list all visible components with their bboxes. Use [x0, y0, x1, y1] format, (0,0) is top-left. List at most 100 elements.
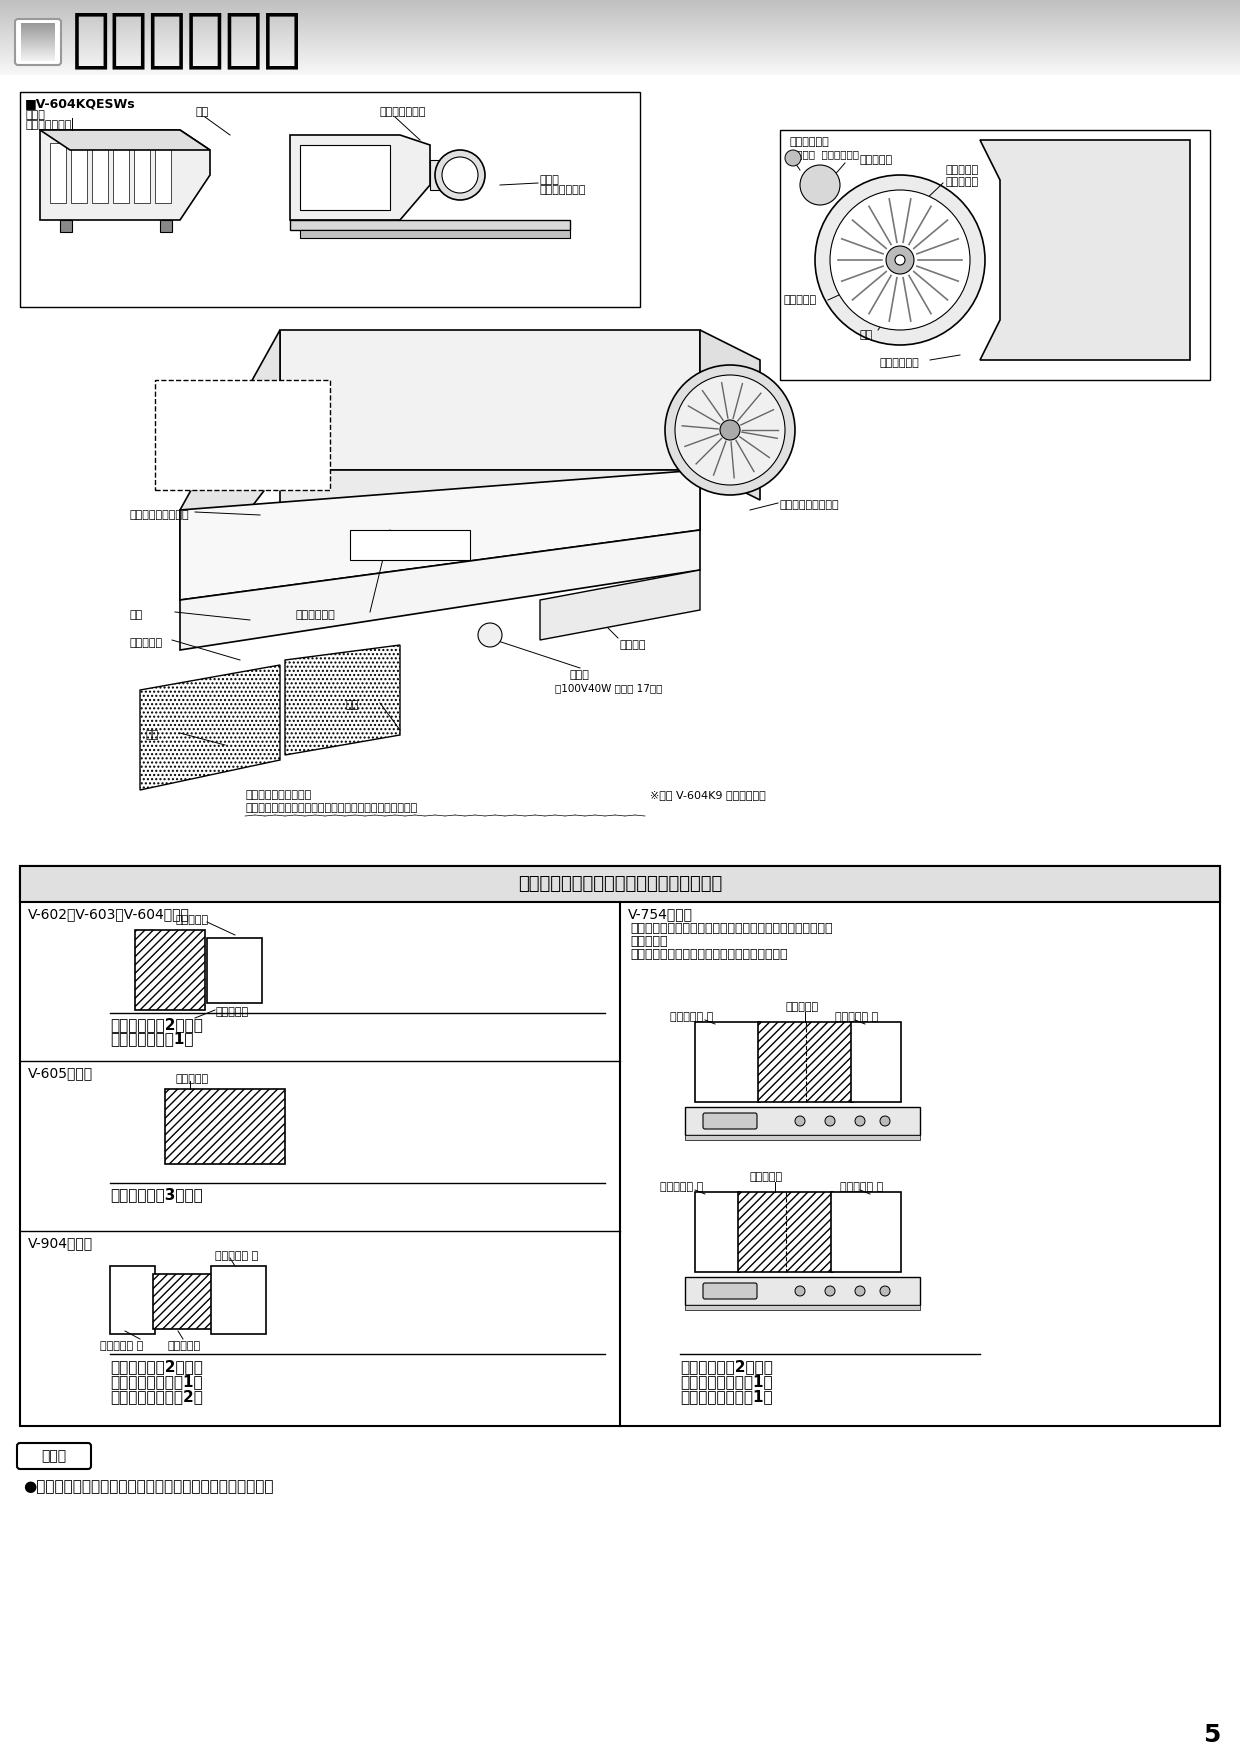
Bar [684, 1135, 920, 1140]
Polygon shape [280, 330, 701, 470]
Text: ベルマウス: ベルマウス [782, 295, 816, 305]
Text: 羽根: 羽根 [861, 330, 873, 340]
Bar [160, 219, 172, 232]
Polygon shape [40, 130, 210, 151]
Text: フィルター: フィルター [175, 1073, 208, 1084]
Polygon shape [980, 140, 1190, 360]
Circle shape [856, 1286, 866, 1296]
Text: スイッチパネル: スイッチパネル [172, 426, 218, 437]
Bar [780, 130, 1210, 381]
Bar [20, 866, 1220, 902]
Circle shape [825, 1286, 835, 1296]
Text: フィルター　2セット: フィルター 2セット [110, 1017, 203, 1031]
Bar [350, 530, 470, 560]
Text: バッフル板 大: バッフル板 大 [215, 1251, 258, 1261]
Text: ファンケース: ファンケース [880, 358, 920, 368]
Text: バッフル板　　大1枚: バッフル板 大1枚 [680, 1373, 773, 1389]
Circle shape [795, 1286, 805, 1296]
Circle shape [856, 1116, 866, 1126]
Polygon shape [290, 219, 570, 230]
Text: ちょうボルト: ちょうボルト [790, 137, 830, 147]
Polygon shape [140, 665, 280, 789]
Bar [831, 1193, 901, 1272]
Circle shape [720, 419, 740, 440]
Bar [300, 230, 570, 239]
Text: 本体（ケーシング）: 本体（ケーシング） [780, 500, 839, 510]
Polygon shape [290, 135, 430, 219]
Text: フィルター: フィルター [785, 1002, 818, 1012]
Text: （100V40W 口金径 17㎜）: （100V40W 口金径 17㎜） [556, 682, 662, 693]
Bar [211, 1266, 267, 1335]
Bar [71, 144, 87, 203]
Text: ●フィルターとバッフル板の据付位置を確認してください。: ●フィルターとバッフル板の据付位置を確認してください。 [24, 1479, 274, 1494]
Circle shape [477, 623, 502, 647]
Bar [113, 144, 129, 203]
Bar [110, 1266, 155, 1335]
Circle shape [880, 1286, 890, 1296]
Bar [684, 1107, 920, 1135]
Text: バッフル板（穴なし）: バッフル板（穴なし） [246, 789, 311, 800]
Text: バッフル板 大: バッフル板 大 [670, 1012, 713, 1023]
Text: 取手: 取手 [345, 700, 358, 710]
Bar [694, 1023, 760, 1102]
Bar [50, 144, 66, 203]
Circle shape [880, 1116, 890, 1126]
Bar [20, 866, 1220, 1426]
Text: まわり止め: まわり止め [945, 165, 978, 175]
Text: ワッシャー: ワッシャー [945, 177, 978, 188]
Text: お願い: お願い [41, 1449, 67, 1463]
Circle shape [665, 365, 795, 495]
Bar [684, 1277, 920, 1305]
Bar [758, 1023, 853, 1102]
Polygon shape [280, 470, 701, 530]
Text: フィルター　2セット: フィルター 2セット [680, 1359, 773, 1373]
Polygon shape [40, 130, 210, 219]
Text: V-904タイプ: V-904タイプ [29, 1237, 93, 1251]
Text: バッフル板　　大1枚: バッフル板 大1枚 [110, 1373, 202, 1389]
Text: 小2枚: 小2枚 [110, 1389, 203, 1403]
Text: 油受け部: 油受け部 [620, 640, 646, 651]
Bar [20, 91, 640, 307]
Bar [155, 144, 171, 203]
Bar [134, 144, 150, 203]
Text: 風量切換スイッチ: 風量切換スイッチ [185, 412, 238, 423]
Text: バッフル板 大: バッフル板 大 [839, 1182, 883, 1193]
Text: （中央部に取付けないと油煙等の捕集効果を損ないます）: （中央部に取付けないと油煙等の捕集効果を損ないます） [246, 803, 417, 814]
Text: ガスコンロの位置に合わせてバッフル板小の位置を変更して: ガスコンロの位置に合わせてバッフル板小の位置を変更して [630, 923, 832, 935]
Text: ランプカバー: ランプカバー [295, 610, 335, 619]
Bar [135, 930, 205, 1010]
Text: 横板: 横板 [195, 107, 208, 118]
Text: （前面パネル）: （前面パネル） [539, 184, 587, 195]
Bar [430, 160, 460, 189]
Text: バッフル板 小: バッフル板 小 [835, 1012, 878, 1023]
Text: （前面パネル）: （前面パネル） [25, 119, 72, 130]
Circle shape [785, 151, 801, 167]
Text: 銘板: 銘板 [130, 610, 144, 619]
Text: フィルター: フィルター [750, 1172, 784, 1182]
Bar [60, 219, 72, 232]
Text: ランプ: ランプ [570, 670, 590, 681]
Text: バッフル板 小: バッフル板 小 [660, 1182, 703, 1193]
Text: ■V-604KQESWs: ■V-604KQESWs [25, 96, 135, 111]
Text: スピンナー: スピンナー [861, 154, 893, 165]
FancyBboxPatch shape [703, 1114, 756, 1130]
Text: 給気チャンバー: 給気チャンバー [379, 107, 427, 118]
Text: 小1枚: 小1枚 [680, 1389, 773, 1403]
Text: 前パネル（フード）: 前パネル（フード） [130, 510, 190, 519]
Bar [694, 1193, 740, 1272]
Text: バッフル板 小: バッフル板 小 [100, 1342, 144, 1351]
Circle shape [800, 165, 839, 205]
Circle shape [815, 175, 985, 346]
Text: V-602・V-603・V-604タイプ: V-602・V-603・V-604タイプ [29, 907, 190, 921]
FancyBboxPatch shape [15, 19, 61, 65]
Bar [684, 1305, 920, 1310]
Text: V-605タイプ: V-605タイプ [29, 1066, 93, 1080]
Bar [738, 1193, 833, 1272]
Text: バッフル板　　1枚: バッフル板 1枚 [110, 1031, 193, 1045]
Polygon shape [285, 645, 401, 754]
Circle shape [675, 375, 785, 486]
Text: 取手: 取手 [145, 730, 159, 740]
Polygon shape [180, 530, 701, 651]
Text: （油煙等の捕集効果を高めるために必要です）: （油煙等の捕集効果を高めるために必要です） [630, 947, 787, 961]
Circle shape [895, 254, 905, 265]
